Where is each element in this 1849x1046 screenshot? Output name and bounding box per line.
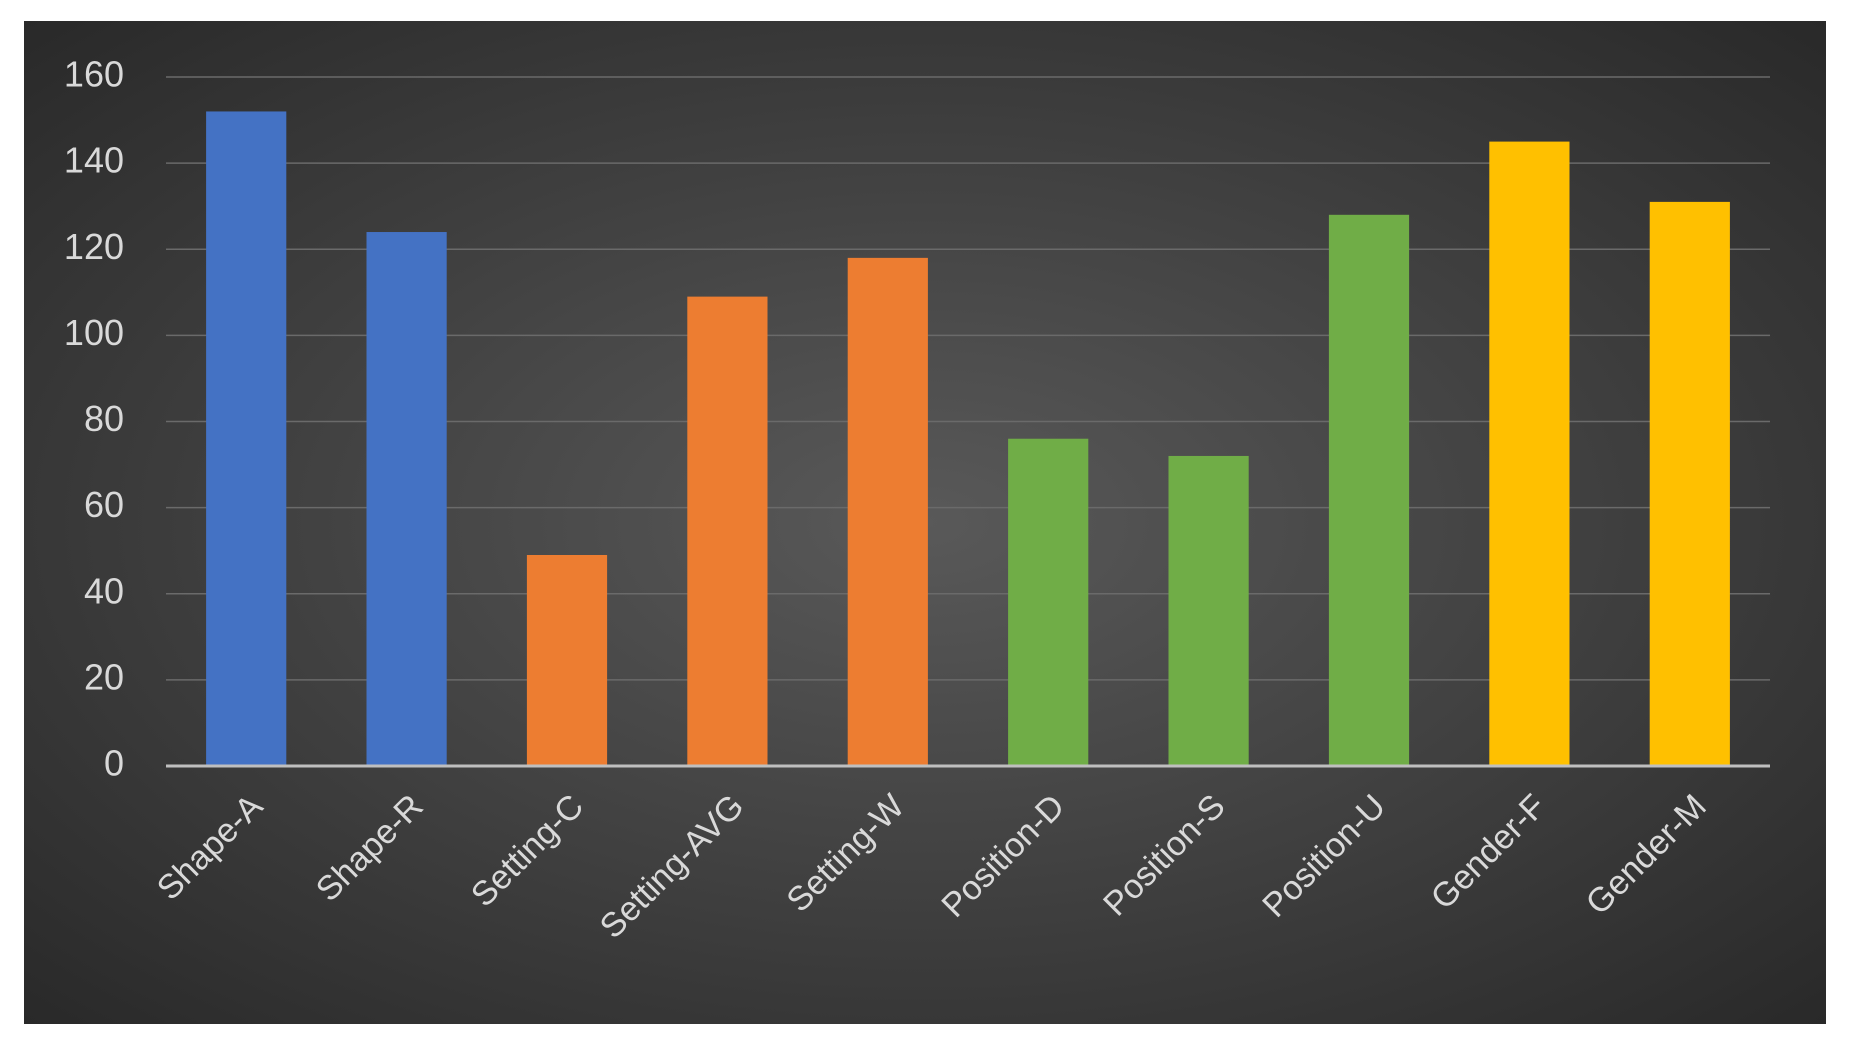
y-tick-label: 80: [84, 398, 124, 439]
bar: [847, 257, 928, 766]
bar: [1328, 214, 1410, 767]
y-tick-label: 160: [64, 54, 124, 95]
y-tick-label: 120: [64, 226, 124, 267]
bar: [206, 111, 287, 766]
y-tick-label: 60: [84, 484, 124, 525]
y-tick-label: 140: [64, 140, 124, 181]
y-tick-label: 0: [104, 743, 124, 784]
bar: [1489, 141, 1570, 766]
bar: [1649, 201, 1730, 767]
bar: [687, 296, 768, 766]
bar: [1008, 438, 1089, 766]
y-tick-label: 20: [84, 656, 124, 697]
bar: [366, 232, 447, 766]
y-tick-label: 100: [64, 312, 124, 353]
y-tick-label: 40: [84, 570, 124, 611]
bar: [526, 554, 608, 766]
bar: [1168, 455, 1249, 766]
